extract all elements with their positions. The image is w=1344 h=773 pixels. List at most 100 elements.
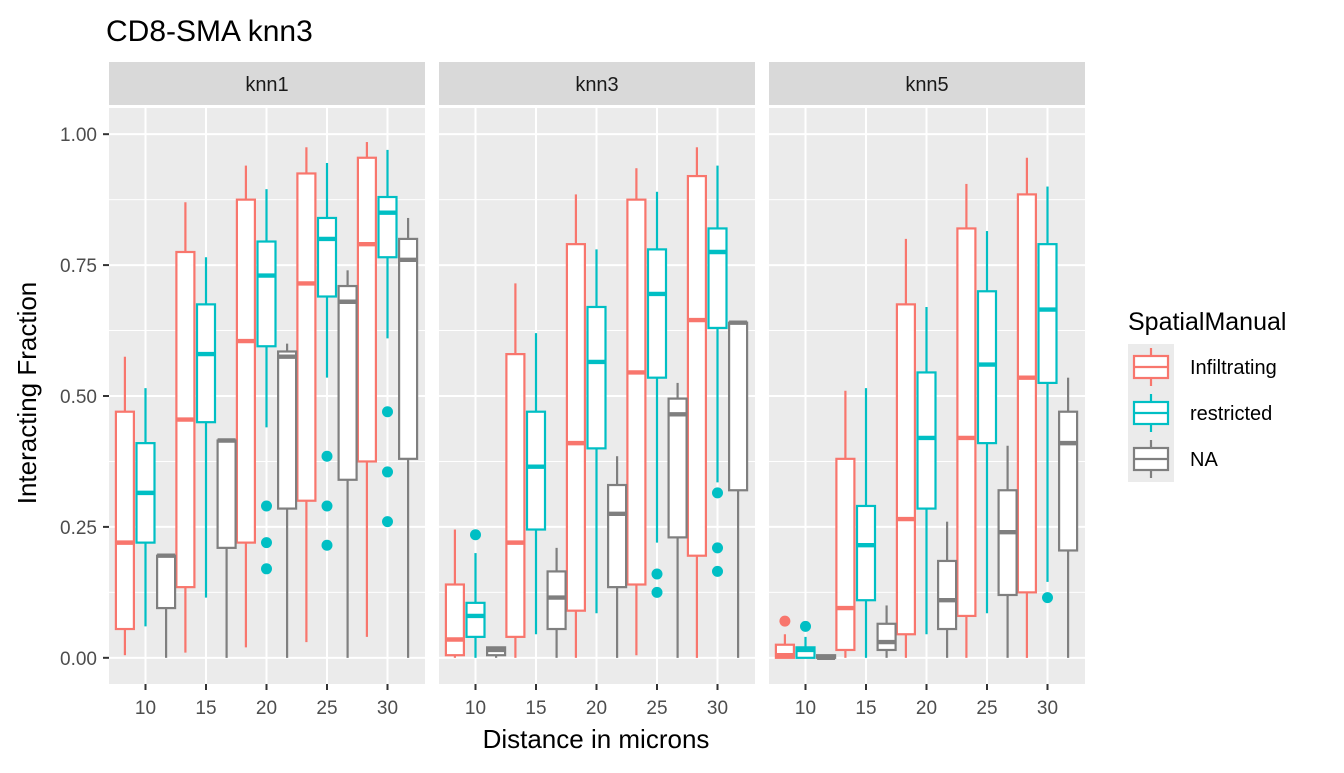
box-body [546, 570, 567, 631]
outlier-point [261, 537, 272, 549]
box-body [465, 601, 486, 638]
box-infiltrating-15 [175, 202, 196, 653]
box-body [586, 305, 607, 450]
legend-entry-restricted: restricted [1128, 390, 1272, 436]
box-body [686, 174, 708, 557]
chart-title: CD8-SMA knn3 [106, 15, 313, 48]
facet-strip-label: knn5 [905, 74, 948, 96]
facet-strip [439, 62, 755, 105]
x-tick-label: 10 [795, 698, 816, 719]
box-na-20 [277, 343, 298, 658]
box-body [606, 483, 628, 589]
facet-knn5: knn5 10 15 20 25 30 [769, 62, 1085, 719]
box-body [337, 284, 358, 481]
outlier-point [321, 539, 333, 551]
box-infiltrating-25 [956, 183, 977, 658]
x-tick-label: 10 [135, 698, 156, 719]
box-body [855, 504, 877, 602]
box-na-20 [936, 521, 958, 658]
box-body [1016, 193, 1038, 594]
outlier-point [800, 620, 811, 632]
x-tick-label: 30 [707, 698, 728, 719]
box-body [156, 554, 177, 610]
x-axis-title: Distance in microns [483, 724, 710, 754]
box-na-25 [667, 382, 688, 658]
box-infiltrating-25 [296, 147, 317, 643]
x-tick-label: 25 [646, 698, 667, 719]
legend: SpatialManual Infiltrating restricted NA [1128, 308, 1286, 482]
box-na-20 [606, 456, 628, 658]
box-restricted-25 [646, 191, 668, 598]
box-restricted-30 [377, 149, 398, 528]
box-body [235, 198, 256, 544]
box-body [195, 303, 217, 424]
y-tick-label: 1.00 [60, 125, 97, 146]
box-body [296, 172, 317, 502]
x-tick-label: 20 [916, 698, 937, 719]
outlier-point [261, 500, 272, 512]
box-infiltrating-20 [235, 165, 256, 648]
x-tick-label: 30 [377, 698, 398, 719]
box-body [976, 290, 998, 445]
box-na-15 [876, 605, 897, 658]
box-body [835, 457, 856, 652]
x-tick-label: 25 [316, 698, 337, 719]
box-infiltrating-10 [774, 615, 796, 659]
box-body [277, 350, 298, 510]
outlier-point [779, 615, 791, 627]
legend-entry-infiltrating: Infiltrating [1128, 344, 1277, 390]
box-body [444, 583, 465, 657]
box-body [936, 559, 958, 631]
y-tick-label: 0.25 [60, 518, 97, 539]
box-na-10 [815, 654, 837, 661]
box-restricted-10 [795, 620, 816, 659]
outlier-point [712, 542, 723, 554]
x-tick-label: 10 [465, 698, 486, 719]
box-body [1037, 243, 1058, 385]
legend-title: SpatialManual [1128, 308, 1286, 336]
legend-label: restricted [1190, 403, 1272, 425]
outlier-point [382, 466, 393, 478]
box-body [316, 216, 338, 298]
box-na-30 [727, 320, 749, 658]
box-infiltrating-15 [835, 390, 856, 658]
box-restricted-15 [525, 333, 547, 635]
box-restricted-25 [316, 162, 338, 551]
box-infiltrating-20 [565, 194, 587, 658]
box-body [1057, 410, 1079, 552]
box-na-25 [337, 270, 358, 658]
x-tick-label: 25 [976, 698, 997, 719]
facet-strip [769, 62, 1085, 105]
outlier-point [712, 487, 723, 499]
box-body [916, 371, 937, 510]
x-tick-label: 15 [855, 698, 876, 719]
box-body [997, 489, 1018, 597]
box-na-10 [486, 646, 507, 658]
x-tick-label: 15 [525, 698, 546, 719]
box-body [377, 195, 398, 259]
outlier-point [261, 563, 272, 575]
box-infiltrating-30 [356, 142, 377, 637]
y-axis: 0.00 0.25 0.50 0.75 1.00 [60, 125, 109, 670]
box-infiltrating-10 [444, 529, 465, 658]
outlier-point [321, 500, 333, 512]
x-tick-label: 15 [195, 698, 216, 719]
facet-strip [109, 62, 425, 105]
box-body [256, 240, 277, 348]
y-tick-label: 0.50 [60, 387, 97, 408]
box-na-15 [216, 438, 237, 658]
box-infiltrating-10 [114, 356, 136, 656]
outlier-point [651, 568, 663, 580]
facet-strip-label: knn1 [245, 74, 288, 96]
legend-label: NA [1190, 449, 1218, 471]
box-body [707, 227, 728, 330]
box-na-10 [156, 553, 177, 658]
y-tick-label: 0.75 [60, 256, 97, 277]
box-body [956, 227, 977, 618]
box-na-30 [398, 217, 419, 658]
box-restricted-20 [586, 249, 607, 614]
box-restricted-20 [916, 306, 937, 635]
outlier-point [712, 565, 723, 577]
